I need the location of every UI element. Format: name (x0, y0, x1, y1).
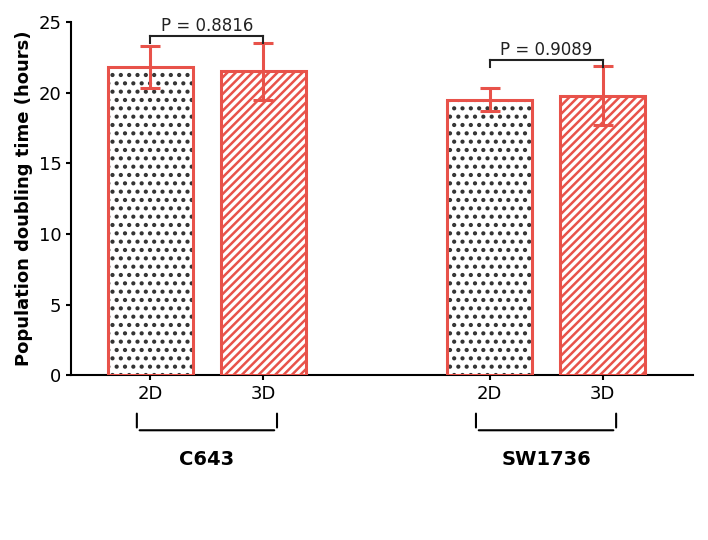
Text: SW1736: SW1736 (501, 450, 591, 469)
Bar (108, 68, 193, 375)
Bar (221, 71, 306, 375)
Text: C643: C643 (179, 450, 234, 469)
Text: P = 0.8816: P = 0.8816 (161, 17, 253, 35)
Text: P = 0.9089: P = 0.9089 (500, 40, 592, 59)
Y-axis label: Population doubling time (hours): Population doubling time (hours) (15, 31, 33, 367)
Bar (447, 100, 532, 375)
Bar (560, 96, 645, 375)
